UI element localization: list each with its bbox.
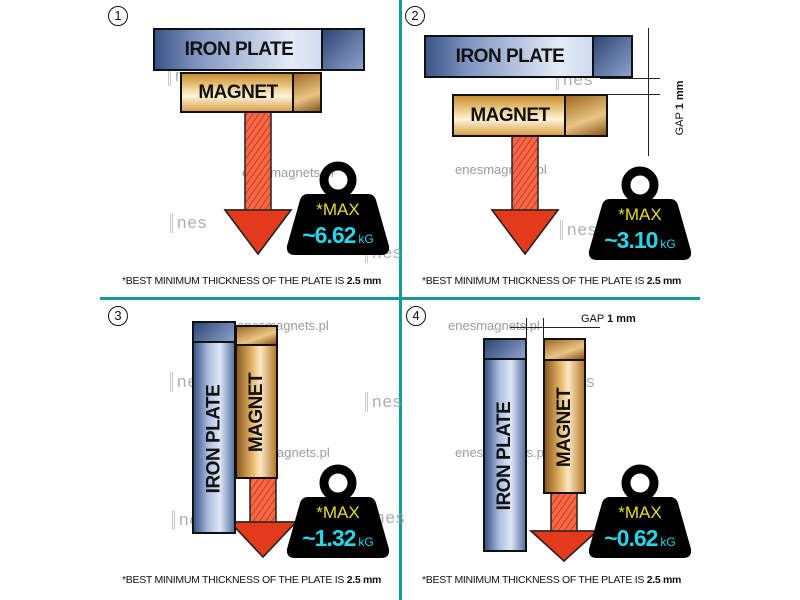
gap-extension-line — [543, 318, 544, 348]
footnote: *BEST MINIMUM THICKNESS OF THE PLATE IS … — [122, 275, 381, 287]
max-force-value: ~0.62 kG — [588, 525, 692, 552]
max-label: *MAX — [316, 200, 360, 219]
plate-edge — [592, 37, 631, 76]
max-label: *MAX — [618, 503, 662, 522]
iron-plate-label: IRON PLATE — [184, 38, 294, 60]
weight-icon: *MAX ~1.32 kG — [286, 463, 390, 559]
max-force-value: ~6.62 kG — [286, 222, 390, 249]
max-label: *MAX — [618, 205, 662, 224]
iron-plate: IRON PLATE — [424, 35, 633, 78]
footnote: *BEST MINIMUM THICKNESS OF THE PLATE IS … — [422, 574, 681, 586]
panel-number: 2 — [405, 6, 425, 26]
footnote: *BEST MINIMUM THICKNESS OF THE PLATE IS … — [422, 275, 681, 287]
watermark-text: enesmagnets.pl — [448, 318, 540, 333]
force-value: ~1.32 — [302, 525, 356, 551]
magnet-edge — [292, 74, 320, 111]
iron-plate-label: IRON PLATE — [494, 401, 515, 511]
force-arrow-icon — [223, 112, 293, 255]
force-unit: kG — [358, 232, 374, 246]
force-arrow-icon — [490, 136, 560, 255]
weight-icon: *MAX ~0.62 kG — [588, 463, 692, 559]
gap-extension-line — [526, 318, 527, 348]
footnote-value: 2.5 mm — [346, 275, 382, 287]
force-value: ~6.62 — [302, 222, 356, 248]
gap-label-text: GAP — [581, 313, 605, 325]
magnet-edge — [237, 327, 276, 346]
force-arrow-icon — [228, 478, 298, 558]
force-arrow-icon — [529, 493, 599, 562]
magnet-edge — [564, 96, 606, 135]
footnote-value: 2.5 mm — [346, 574, 382, 586]
plate-edge — [194, 323, 234, 343]
magnet: MAGNET — [235, 325, 278, 479]
footnote-text: *BEST MINIMUM THICKNESS OF THE PLATE IS — [122, 275, 347, 287]
horizontal-divider — [100, 297, 700, 300]
watermark-logo: nes — [560, 220, 597, 240]
gap-label: GAP 1 mm — [581, 313, 636, 325]
iron-plate-label: IRON PLATE — [203, 384, 224, 493]
max-force-value: ~3.10 kG — [588, 227, 692, 254]
panel-number: 3 — [108, 306, 128, 326]
gap-dimension-line — [648, 28, 649, 156]
magnet: MAGNET — [452, 94, 608, 137]
weight-icon: *MAX ~3.10 kG — [588, 165, 692, 261]
gap-extension-line — [608, 94, 660, 95]
magnet-label: MAGNET — [553, 387, 575, 468]
gap-label-text: GAP — [674, 112, 686, 136]
magnet-label: MAGNET — [198, 81, 278, 103]
gap-value: 1 mm — [674, 80, 686, 110]
footnote-text: *BEST MINIMUM THICKNESS OF THE PLATE IS — [422, 574, 647, 586]
magnet-edge — [545, 340, 584, 361]
max-label: *MAX — [316, 503, 360, 522]
plate-edge — [485, 340, 525, 360]
weight-icon: *MAX ~6.62 kG — [286, 160, 390, 256]
footnote: *BEST MINIMUM THICKNESS OF THE PLATE IS … — [122, 574, 381, 586]
plate-edge — [321, 30, 363, 69]
magnet-label: MAGNET — [470, 104, 550, 126]
footnote-value: 2.5 mm — [646, 275, 682, 287]
gap-label: GAP 1 mm — [674, 78, 686, 138]
magnet: MAGNET — [543, 338, 586, 494]
magnet: MAGNET — [180, 72, 322, 113]
iron-plate: IRON PLATE — [153, 28, 365, 71]
max-force-value: ~1.32 kG — [286, 525, 390, 552]
watermark-logo: nes — [365, 392, 402, 412]
force-unit: kG — [660, 237, 676, 251]
watermark-logo: nes — [170, 213, 207, 233]
force-unit: kG — [358, 535, 374, 549]
footnote-text: *BEST MINIMUM THICKNESS OF THE PLATE IS — [422, 275, 647, 287]
footnote-text: *BEST MINIMUM THICKNESS OF THE PLATE IS — [122, 574, 347, 586]
force-unit: kG — [660, 535, 676, 549]
vertical-divider — [399, 0, 402, 600]
iron-plate: IRON PLATE — [483, 338, 527, 552]
gap-extension-line — [600, 78, 660, 79]
force-value: ~0.62 — [604, 525, 658, 551]
gap-dimension-line — [510, 327, 600, 328]
force-value: ~3.10 — [604, 227, 658, 253]
magnet-label: MAGNET — [245, 372, 267, 453]
iron-plate: IRON PLATE — [192, 321, 236, 534]
panel-number: 4 — [406, 306, 426, 326]
iron-plate-label: IRON PLATE — [455, 45, 565, 67]
footnote-value: 2.5 mm — [646, 574, 682, 586]
panel-number: 1 — [108, 6, 128, 26]
gap-value: 1 mm — [607, 313, 636, 325]
